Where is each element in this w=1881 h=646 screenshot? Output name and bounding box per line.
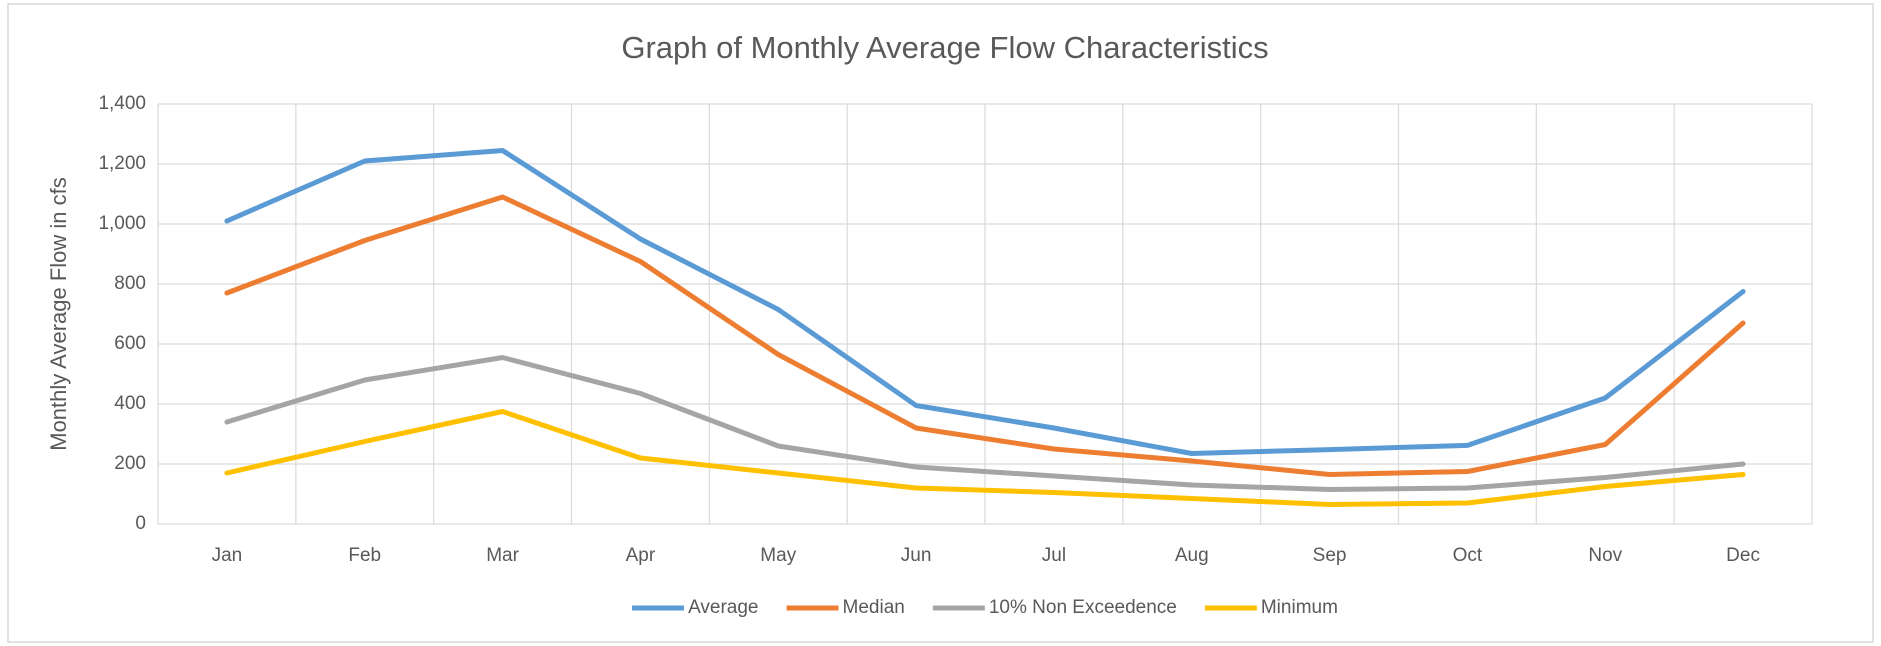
- x-tick-label: Feb: [348, 545, 381, 566]
- x-tick-label: May: [760, 545, 796, 566]
- y-tick-label: 400: [114, 393, 146, 414]
- y-tick-label: 800: [114, 273, 146, 294]
- y-axis-label: Monthly Average Flow in cfs: [46, 177, 71, 451]
- series-line: [224, 355, 1746, 492]
- x-tick-label: Sep: [1313, 545, 1347, 566]
- x-tick-label: Jan: [212, 545, 243, 566]
- y-tick-label: 0: [135, 513, 146, 534]
- series-line: [224, 194, 1746, 477]
- x-tick-label: Mar: [486, 545, 519, 566]
- x-tick-label: Apr: [626, 545, 656, 566]
- chart-title: Graph of Monthly Average Flow Characteri…: [621, 30, 1268, 65]
- y-tick-label: 1,200: [98, 153, 146, 174]
- y-tick-label: 200: [114, 453, 146, 474]
- legend-label: Median: [843, 597, 905, 618]
- legend-label: Minimum: [1261, 597, 1338, 618]
- x-tick-label: Aug: [1175, 545, 1209, 566]
- x-tick-label: Nov: [1588, 545, 1622, 566]
- chart-border: [7, 3, 1874, 643]
- y-tick-label: 1,400: [98, 93, 146, 114]
- x-tick-label: Jul: [1042, 545, 1066, 566]
- legend-label: Average: [688, 597, 758, 618]
- series-line: [224, 409, 1746, 507]
- y-tick-label: 600: [114, 333, 146, 354]
- x-tick-label: Dec: [1726, 545, 1760, 566]
- y-tick-label: 1,000: [98, 213, 146, 234]
- x-tick-label: Jun: [901, 545, 932, 566]
- legend-label: 10% Non Exceedence: [989, 597, 1177, 618]
- series-line: [224, 148, 1746, 456]
- x-tick-label: Oct: [1453, 545, 1483, 566]
